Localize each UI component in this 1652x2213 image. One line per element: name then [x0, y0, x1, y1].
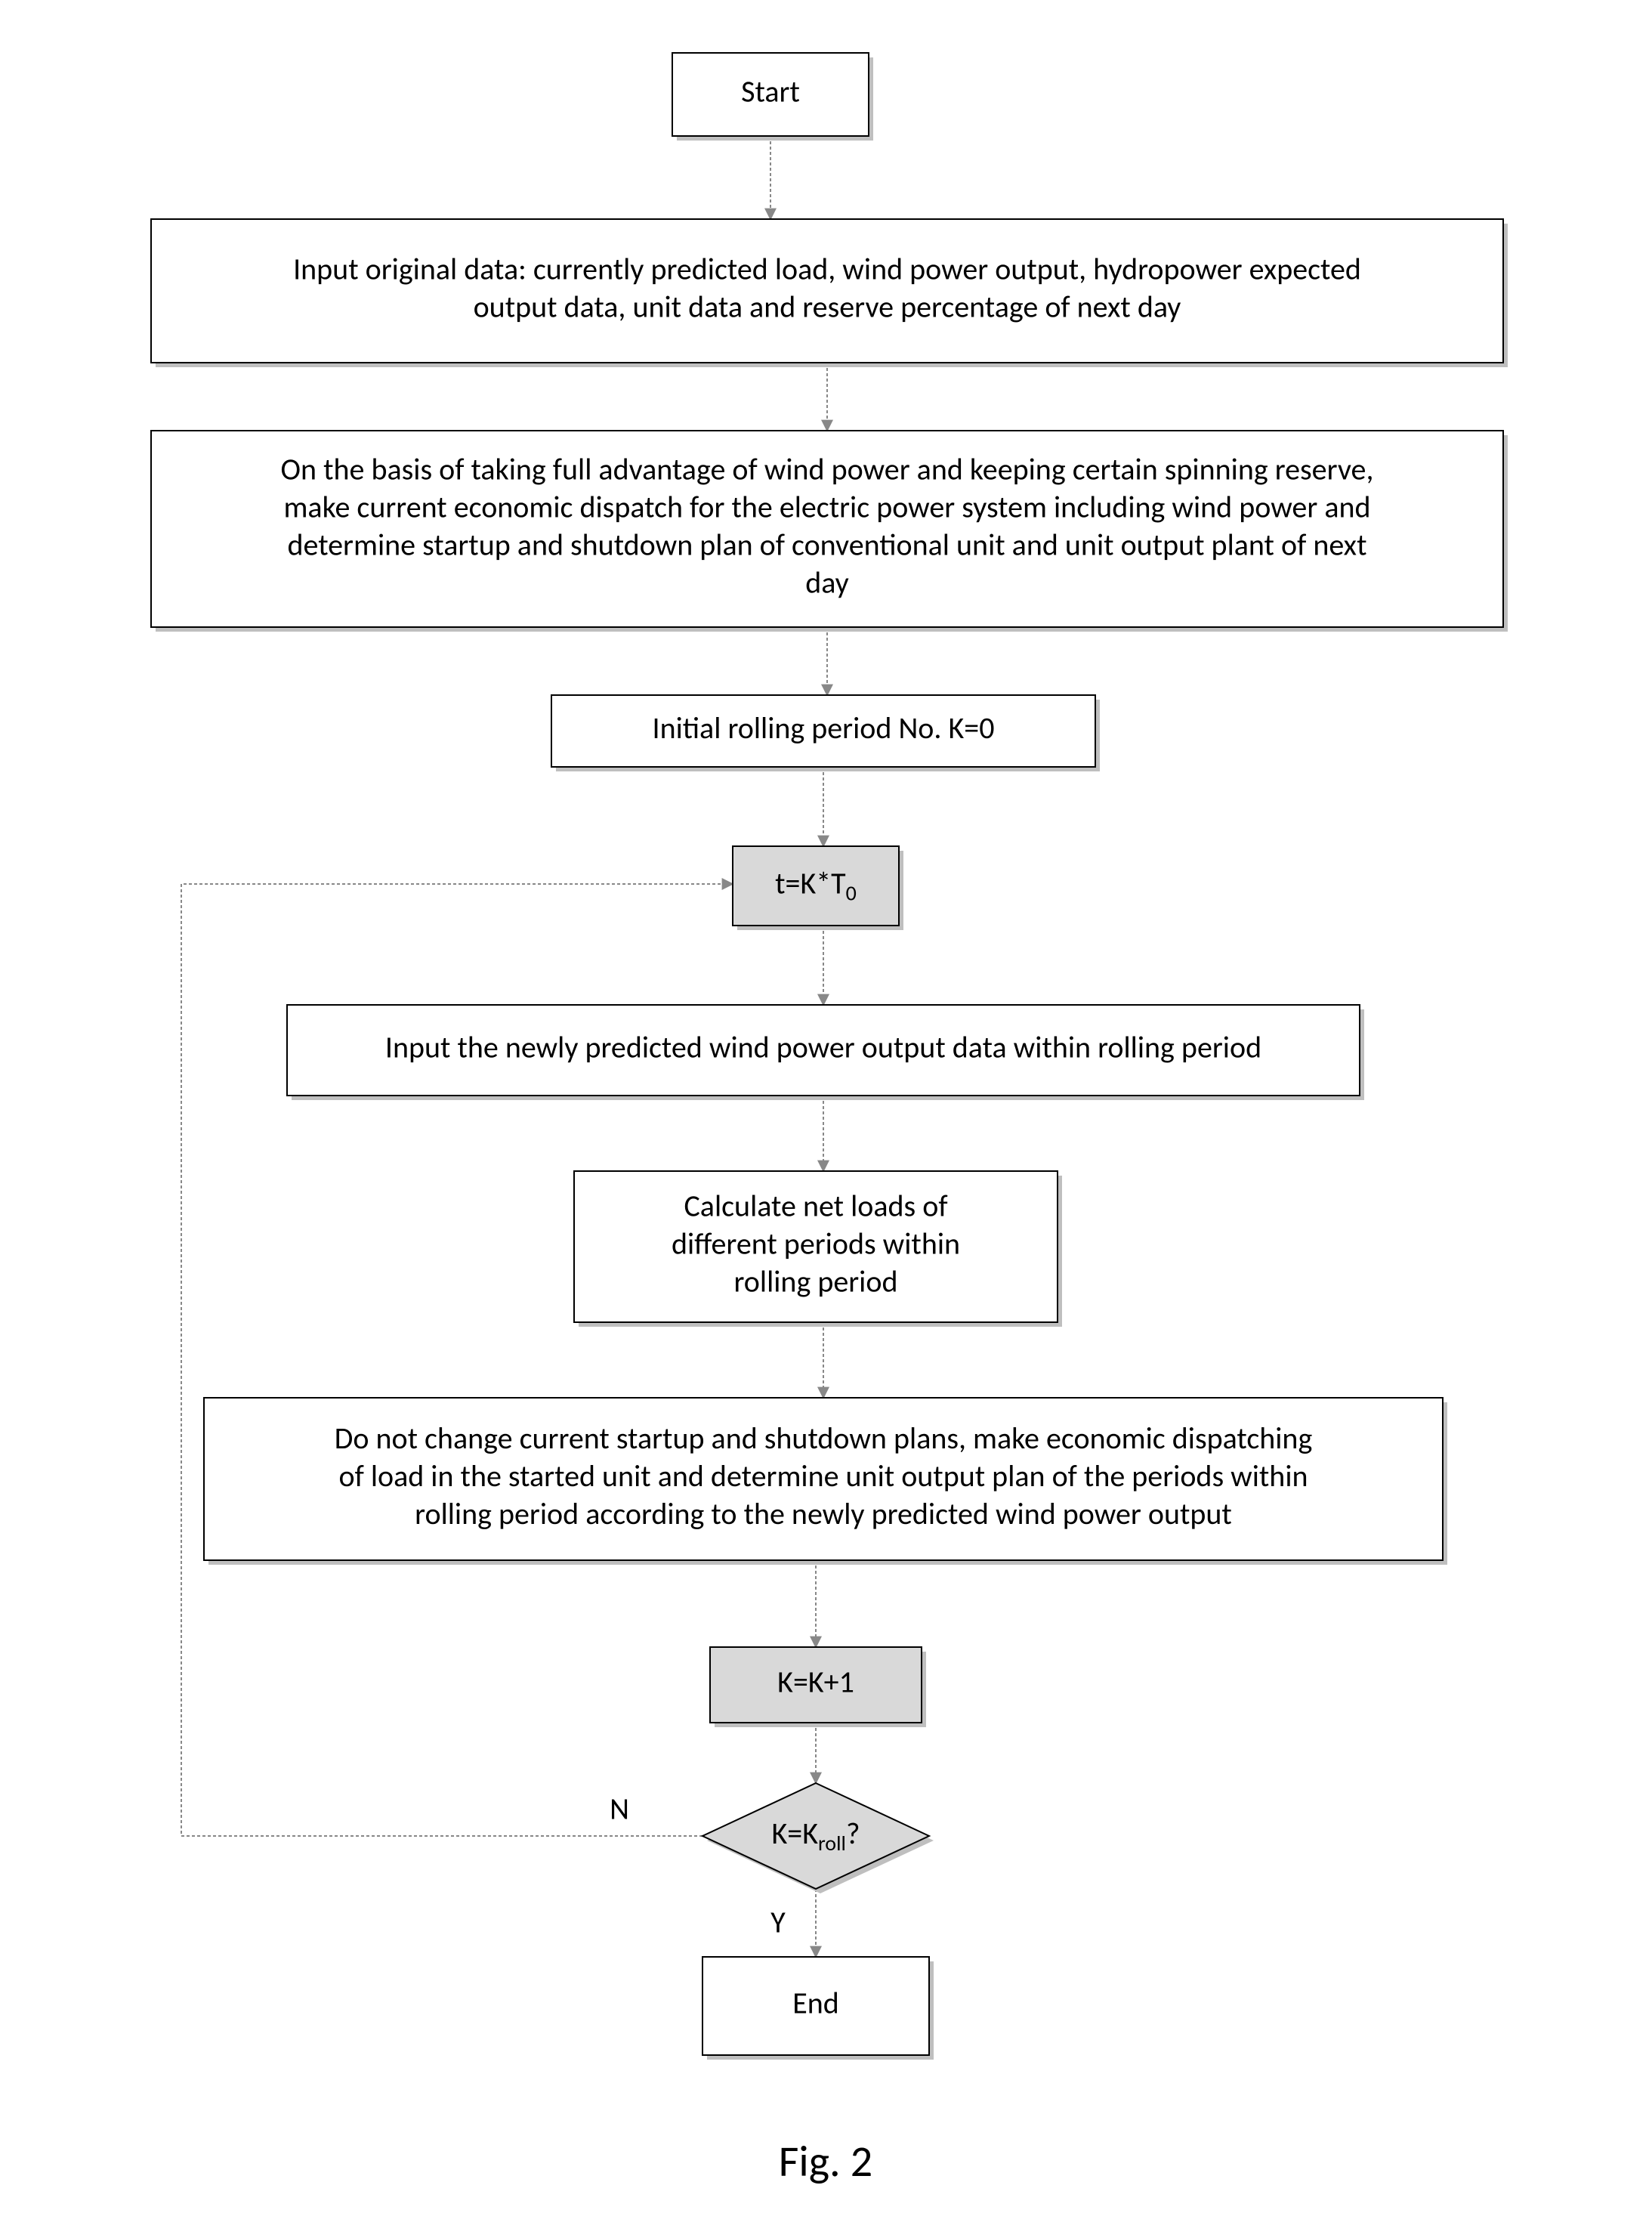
- nodes-layer: Start Input original data: currently pred…: [151, 53, 1508, 2060]
- node-dec1: K=Kroll?: [702, 1783, 934, 1893]
- node-end-line-0: End: [792, 1985, 839, 2022]
- node-calc-line-0: Calculate net loads of: [684, 1188, 947, 1225]
- node-dispatch2: Do not change current startup and shutdo…: [204, 1398, 1447, 1565]
- node-calc-line-1: different periods within: [672, 1225, 960, 1263]
- node-incr: K=K+1: [710, 1647, 926, 1727]
- node-input2-line-0: Input the newly predicted wind power out…: [385, 1029, 1261, 1066]
- node-dispatch2-line-0: Do not change current startup and shutdo…: [335, 1420, 1313, 1457]
- node-time-htmlline-0: t=K*T0: [775, 864, 857, 906]
- node-start-line-0: Start: [741, 73, 800, 110]
- node-dispatch1-line-3: day: [805, 564, 849, 601]
- node-dispatch1-line-0: On the basis of taking full advantage of…: [281, 451, 1374, 488]
- node-init-line-0: Initial rolling period No. K=0: [653, 709, 995, 746]
- flowchart-canvas: Y N Start Input original data: currently pr…: [0, 0, 1652, 2213]
- node-input2: Input the newly predicted wind power out…: [287, 1005, 1364, 1100]
- node-dispatch1: On the basis of taking full advantage of…: [151, 431, 1508, 632]
- node-dispatch2-line-1: of load in the started unit and determin…: [338, 1457, 1308, 1494]
- node-time: t=K*T0: [733, 846, 903, 930]
- node-start: Start: [672, 53, 873, 141]
- figure-caption: Fig. 2: [779, 2134, 872, 2188]
- edge-label-e10: Y: [770, 1904, 786, 1941]
- node-incr-line-0: K=K+1: [777, 1664, 854, 1701]
- edge-label-e11: N: [610, 1791, 629, 1828]
- node-dec1-htmlline-0: K=Kroll?: [772, 1815, 860, 1856]
- node-input1: Input original data: currently predicted…: [151, 219, 1508, 367]
- node-end: End: [702, 1957, 934, 2060]
- node-dispatch2-line-2: rolling period according to the newly pr…: [415, 1495, 1232, 1532]
- node-calc: Calculate net loads ofdifferent periods …: [574, 1171, 1062, 1327]
- node-input1-line-1: output data, unit data and reserve perce…: [474, 289, 1181, 326]
- node-input1-line-0: Input original data: currently predicted…: [293, 251, 1361, 288]
- node-init: Initial rolling period No. K=0: [551, 695, 1100, 771]
- node-dispatch1-line-1: make current economic dispatch for the e…: [283, 489, 1370, 526]
- node-dispatch1-line-2: determine startup and shutdown plan of c…: [287, 527, 1366, 564]
- node-calc-line-2: rolling period: [734, 1263, 898, 1300]
